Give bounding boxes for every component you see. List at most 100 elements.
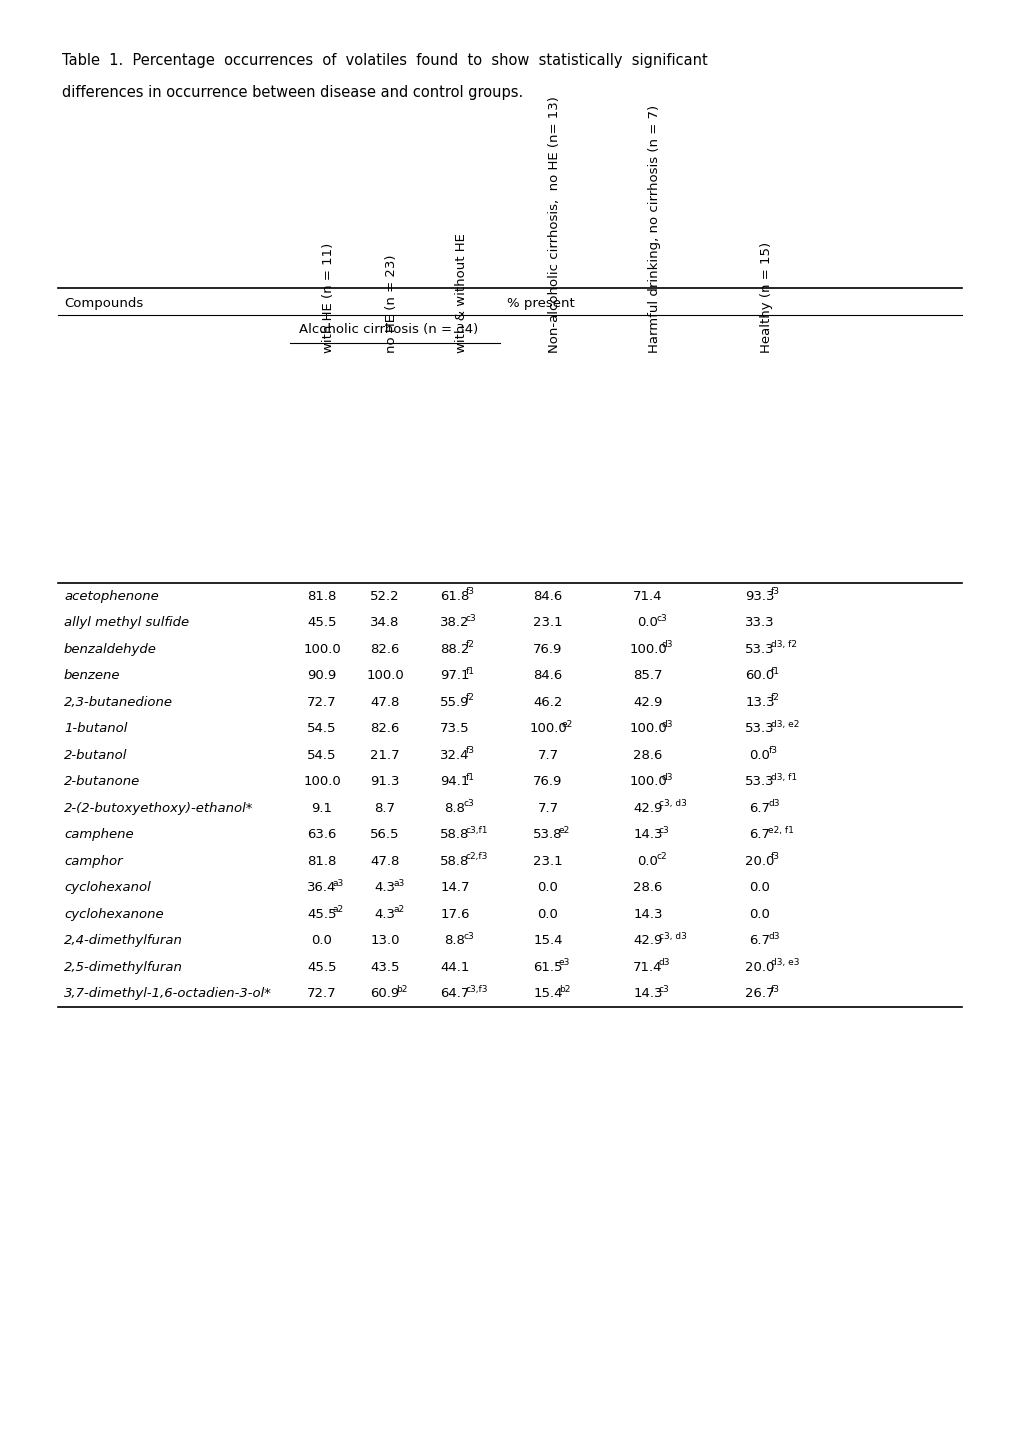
Text: 100.0: 100.0	[303, 775, 340, 788]
Text: f3: f3	[466, 587, 475, 596]
Text: 58.8: 58.8	[440, 828, 469, 841]
Text: f3: f3	[466, 746, 475, 755]
Text: d3, f1: d3, f1	[770, 773, 796, 782]
Text: d3, f2: d3, f2	[770, 641, 796, 649]
Text: 0.0: 0.0	[749, 908, 769, 921]
Text: 6.7: 6.7	[749, 802, 769, 815]
Text: e2, f1: e2, f1	[767, 825, 794, 834]
Text: 44.1: 44.1	[440, 961, 469, 974]
Text: d3: d3	[660, 720, 673, 729]
Text: c3: c3	[466, 613, 476, 623]
Text: 81.8: 81.8	[307, 590, 336, 603]
Text: 4.3: 4.3	[374, 908, 395, 921]
Text: 9.1: 9.1	[311, 802, 332, 815]
Text: 2-butanol: 2-butanol	[64, 749, 127, 762]
Text: 6.7: 6.7	[749, 934, 769, 947]
Text: 8.7: 8.7	[374, 802, 395, 815]
Text: Table  1.  Percentage  occurrences  of  volatiles  found  to  show  statisticall: Table 1. Percentage occurrences of volat…	[62, 53, 707, 68]
Text: 0.0: 0.0	[749, 882, 769, 895]
Text: a3: a3	[332, 879, 343, 887]
Text: c3: c3	[463, 799, 474, 808]
Text: 56.5: 56.5	[370, 828, 399, 841]
Text: cyclohexanone: cyclohexanone	[64, 908, 163, 921]
Text: 33.3: 33.3	[745, 616, 774, 629]
Text: 45.5: 45.5	[307, 908, 336, 921]
Text: d3: d3	[767, 932, 779, 941]
Text: c3: c3	[658, 984, 668, 994]
Text: Alcoholic cirrhosis (n = 34): Alcoholic cirrhosis (n = 34)	[299, 322, 478, 336]
Text: 71.4: 71.4	[633, 590, 662, 603]
Text: 53.3: 53.3	[745, 775, 774, 788]
Text: camphene: camphene	[64, 828, 133, 841]
Text: 14.3: 14.3	[633, 908, 662, 921]
Text: acetophenone: acetophenone	[64, 590, 159, 603]
Text: 23.1: 23.1	[533, 616, 562, 629]
Text: 14.3: 14.3	[633, 828, 662, 841]
Text: 54.5: 54.5	[307, 749, 336, 762]
Text: 28.6: 28.6	[633, 749, 662, 762]
Text: a2: a2	[393, 905, 404, 915]
Text: 42.9: 42.9	[633, 696, 662, 709]
Text: 15.4: 15.4	[533, 987, 562, 1000]
Text: 100.0: 100.0	[629, 775, 666, 788]
Text: f2: f2	[466, 641, 474, 649]
Text: 17.6: 17.6	[440, 908, 470, 921]
Text: 100.0: 100.0	[629, 723, 666, 736]
Text: 100.0: 100.0	[629, 642, 666, 655]
Text: e3: e3	[558, 958, 570, 967]
Text: c3, d3: c3, d3	[658, 932, 686, 941]
Text: a2: a2	[332, 905, 343, 915]
Text: allyl methyl sulfide: allyl methyl sulfide	[64, 616, 189, 629]
Text: 8.8: 8.8	[444, 934, 465, 947]
Text: 13.0: 13.0	[370, 934, 399, 947]
Text: 91.3: 91.3	[370, 775, 399, 788]
Text: d3: d3	[660, 641, 673, 649]
Text: 0.0: 0.0	[311, 934, 332, 947]
Text: 76.9: 76.9	[533, 642, 562, 655]
Text: 72.7: 72.7	[307, 696, 336, 709]
Text: 47.8: 47.8	[370, 696, 399, 709]
Text: a3: a3	[393, 879, 405, 887]
Text: 26.7: 26.7	[745, 987, 774, 1000]
Text: 94.1: 94.1	[440, 775, 469, 788]
Text: 0.0: 0.0	[537, 908, 557, 921]
Text: 61.5: 61.5	[533, 961, 562, 974]
Text: c3, d3: c3, d3	[658, 799, 686, 808]
Text: 63.6: 63.6	[307, 828, 336, 841]
Text: 1-butanol: 1-butanol	[64, 723, 127, 736]
Text: 55.9: 55.9	[440, 696, 470, 709]
Text: 76.9: 76.9	[533, 775, 562, 788]
Text: 0.0: 0.0	[537, 882, 557, 895]
Text: 100.0: 100.0	[529, 723, 567, 736]
Text: 13.3: 13.3	[745, 696, 774, 709]
Text: 0.0: 0.0	[637, 854, 658, 867]
Text: 46.2: 46.2	[533, 696, 562, 709]
Text: e2: e2	[558, 825, 570, 834]
Text: c3: c3	[463, 932, 474, 941]
Text: 54.5: 54.5	[307, 723, 336, 736]
Text: f3: f3	[770, 984, 780, 994]
Text: 82.6: 82.6	[370, 723, 399, 736]
Text: 73.5: 73.5	[440, 723, 470, 736]
Text: d3: d3	[658, 958, 669, 967]
Text: % present: % present	[506, 296, 575, 309]
Text: 60.0: 60.0	[745, 670, 773, 683]
Text: 60.9: 60.9	[370, 987, 399, 1000]
Text: 32.4: 32.4	[440, 749, 470, 762]
Text: b2: b2	[395, 984, 407, 994]
Text: c2: c2	[655, 853, 666, 861]
Text: f3: f3	[770, 853, 780, 861]
Text: camphor: camphor	[64, 854, 122, 867]
Text: 2,4-dimethylfuran: 2,4-dimethylfuran	[64, 934, 182, 947]
Text: 53.3: 53.3	[745, 723, 774, 736]
Text: 8.8: 8.8	[444, 802, 465, 815]
Text: Compounds: Compounds	[64, 296, 143, 309]
Text: 20.0: 20.0	[745, 961, 773, 974]
Text: 100.0: 100.0	[366, 670, 404, 683]
Text: 52.2: 52.2	[370, 590, 399, 603]
Text: 34.8: 34.8	[370, 616, 399, 629]
Text: 2,3-butanedione: 2,3-butanedione	[64, 696, 173, 709]
Text: 85.7: 85.7	[633, 670, 662, 683]
Text: c3: c3	[658, 825, 668, 834]
Text: f1: f1	[770, 667, 780, 675]
